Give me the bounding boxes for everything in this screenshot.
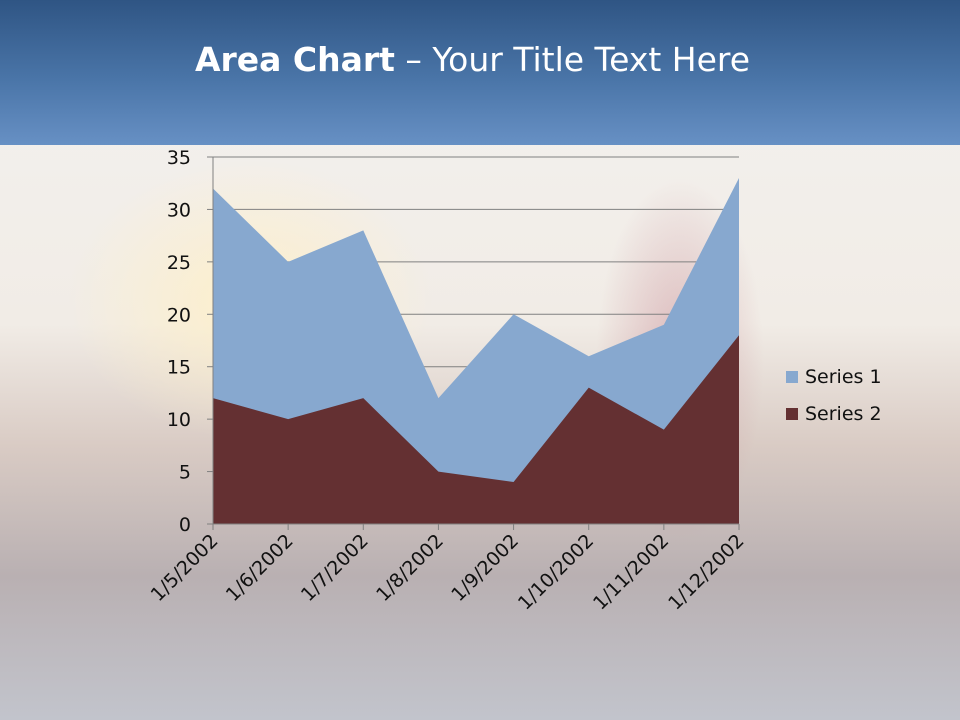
y-tick-label: 15 xyxy=(167,357,191,379)
x-tick-label: 1/10/2002 xyxy=(514,530,598,614)
x-tick-label: 1/11/2002 xyxy=(589,530,673,614)
x-tick-label: 1/9/2002 xyxy=(447,530,523,606)
y-tick-label: 0 xyxy=(179,514,191,536)
y-tick-label: 25 xyxy=(167,252,191,274)
x-tick-label: 1/5/2002 xyxy=(147,530,223,606)
x-tick-label: 1/12/2002 xyxy=(664,530,748,614)
slide-title: Area Chart – Your Title Text Here xyxy=(0,40,945,79)
legend-item-series-1: Series 1 xyxy=(786,358,882,395)
x-tick-label: 1/8/2002 xyxy=(372,530,448,606)
y-tick-label: 10 xyxy=(167,409,191,431)
legend-label: Series 2 xyxy=(805,402,882,425)
legend-label: Series 1 xyxy=(805,365,882,388)
y-tick-label: 30 xyxy=(167,199,191,221)
legend-swatch xyxy=(786,407,798,420)
y-tick-label: 5 xyxy=(179,462,191,484)
x-tick-label: 1/6/2002 xyxy=(222,530,298,606)
legend-item-series-2: Series 2 xyxy=(786,395,882,432)
y-tick-label: 20 xyxy=(167,304,191,326)
legend-swatch xyxy=(786,370,798,383)
x-tick-label: 1/7/2002 xyxy=(297,530,373,606)
title-rest: – Your Title Text Here xyxy=(394,40,751,79)
area-series-2 xyxy=(213,335,739,524)
title-bold: Area Chart xyxy=(194,40,395,79)
title-bar xyxy=(0,0,960,145)
y-tick-label: 35 xyxy=(167,147,191,169)
legend: Series 1 Series 2 xyxy=(786,358,882,432)
